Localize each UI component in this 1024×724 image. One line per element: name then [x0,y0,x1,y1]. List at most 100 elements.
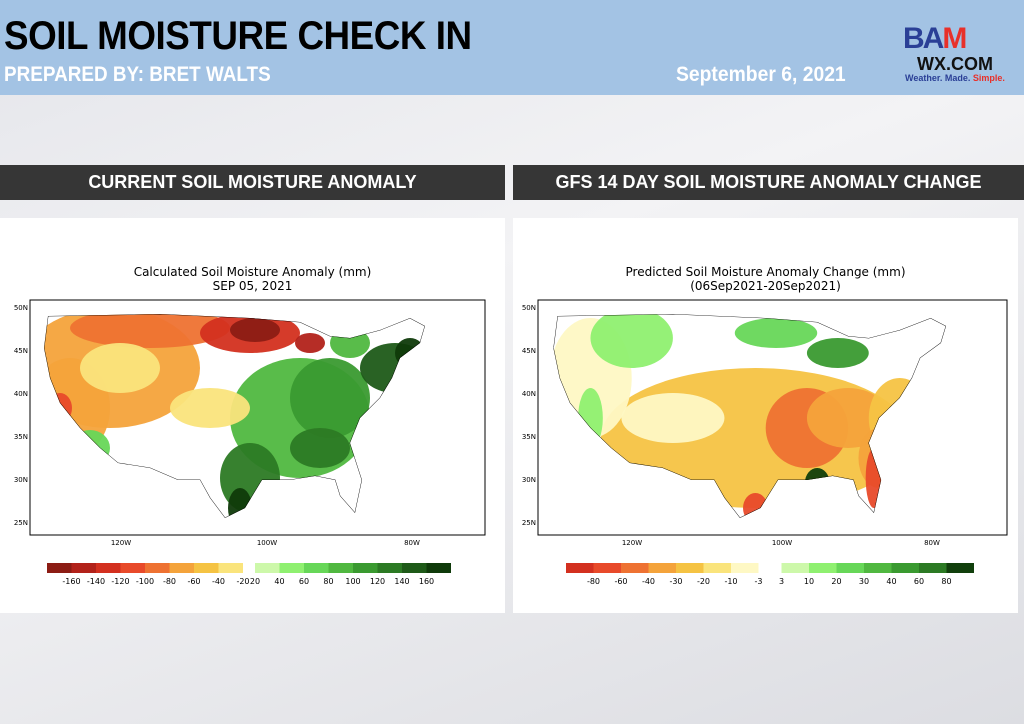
legend-swatch-dry [676,563,704,573]
lon-tick-label: 100W [257,539,277,547]
section-heading-current: CURRENT SOIL MOISTURE ANOMALY [0,165,505,200]
anomaly-region [230,318,280,342]
bamwx-logo: BAM WX.COM Weather. Made. Simple. [903,12,1021,84]
map-subtitle: (06Sep2021-20Sep2021) [690,279,841,293]
legend-swatch-dry [194,563,219,573]
header-banner: SOIL MOISTURE CHECK IN PREPARED BY: BRET… [0,0,1024,95]
legend-swatch-dry [621,563,649,573]
legend-label: 40 [886,577,896,586]
legend-swatch-wet [279,563,304,573]
legend-swatch-dry [648,563,676,573]
legend-label: -20 [236,577,249,586]
tagline-b: Simple. [972,73,1005,83]
legend-swatch-dry [145,563,170,573]
lat-tick-label: 50N [14,304,28,312]
anomaly-region [743,493,768,518]
legend-label: 40 [274,577,284,586]
legend-swatch-wet [328,563,353,573]
lat-tick-label: 30N [14,476,28,484]
anomaly-region [70,430,110,466]
legend-swatch-dry [120,563,145,573]
lat-tick-label: 40N [522,390,536,398]
legend-label: 20 [831,577,841,586]
anomaly-region [228,488,252,518]
slide-title: SOIL MOISTURE CHECK IN [4,14,472,58]
legend-label: 3 [779,577,784,586]
anomaly-region [360,343,425,393]
legend-swatch-wet [809,563,837,573]
legend-label: -80 [587,577,600,586]
legend-swatch-wet [864,563,892,573]
soil-moisture-map: 50N 45N 40N 35N 30N 25N 120W 100W 80W -80 -60 -40 -3… [522,299,1008,586]
legend-label: 20 [250,577,260,586]
legend-swatch-wet [781,563,809,573]
section-heading-forecast: GFS 14 DAY SOIL MOISTURE ANOMALY CHANGE [513,165,1024,200]
anomaly-region [621,393,725,443]
map-title: Calculated Soil Moisture Anomaly (mm) [133,265,372,279]
lon-tick-label: 80W [404,539,420,547]
map-title: Predicted Soil Moisture Anomaly Change (… [625,265,906,279]
logo-tagline: Weather. Made. Simple. [905,73,1005,83]
legend-swatch-dry [593,563,621,573]
legend-label: 140 [394,577,409,586]
legend-label: -160 [62,577,80,586]
legend-label: -100 [136,577,154,586]
legend-swatch-dry [566,563,594,573]
lat-tick-label: 40N [14,390,28,398]
map-frame [537,299,1008,536]
anomaly-shading [44,314,425,518]
lat-tick-label: 35N [14,433,28,441]
lon-tick-label: 100W [772,539,792,547]
slide-date: September 6, 2021 [676,63,846,86]
anomaly-region [48,393,72,423]
legend-swatch-wet [377,563,402,573]
anomaly-region [395,338,425,368]
lon-tick-label: 120W [111,539,131,547]
anomaly-region [290,428,350,468]
soil-moisture-map: 50N 45N 40N 35N 30N 25N 120W 100W 80W -160 -140 -12… [14,299,486,586]
anomaly-region [590,314,673,368]
legend-label: 80 [323,577,333,586]
legend-swatch-wet [353,563,378,573]
anomaly-region [865,448,883,508]
legend-label: -120 [111,577,129,586]
anomaly-region [868,378,931,458]
legend-label: 100 [345,577,360,586]
legend-swatch-wet [402,563,427,573]
legend-swatch-wet [304,563,329,573]
legend-swatch-wet [836,563,864,573]
legend-label: -40 [212,577,225,586]
legend-label: -10 [724,577,737,586]
legend-label: -30 [669,577,682,586]
current-anomaly-map-panel: Calculated Soil Moisture Anomaly (mm) SE… [0,218,505,613]
legend-label: -40 [642,577,655,586]
legend-swatch-dry [71,563,96,573]
legend-label: 10 [804,577,814,586]
legend-swatch-wet [255,563,280,573]
legend-swatch-wet [891,563,919,573]
legend-swatch-dry [169,563,194,573]
legend-label: -60 [187,577,200,586]
anomaly-region [70,314,230,348]
logo-wx: WX.COM [917,54,993,74]
legend-swatch-wet [426,563,451,573]
anomaly-region [80,343,160,393]
anomaly-region [295,333,325,353]
legend-label: 120 [370,577,385,586]
anomaly-region [804,468,830,498]
lat-tick-label: 35N [522,433,536,441]
anomaly-region [290,358,370,438]
legend-label: -80 [163,577,176,586]
anomaly-region [734,318,818,348]
logo-bam: BAM [903,22,967,55]
legend-label: 60 [914,577,924,586]
legend-swatch-wet [946,563,974,573]
legend-swatch-dry [703,563,731,573]
lat-tick-label: 45N [522,347,536,355]
anomaly-region [170,388,250,428]
legend-label: 30 [859,577,869,586]
forecast-change-map-panel: Predicted Soil Moisture Anomaly Change (… [513,218,1018,613]
lat-tick-label: 45N [14,347,28,355]
legend-label: -60 [614,577,627,586]
tagline-a: Weather. Made. [905,73,973,83]
